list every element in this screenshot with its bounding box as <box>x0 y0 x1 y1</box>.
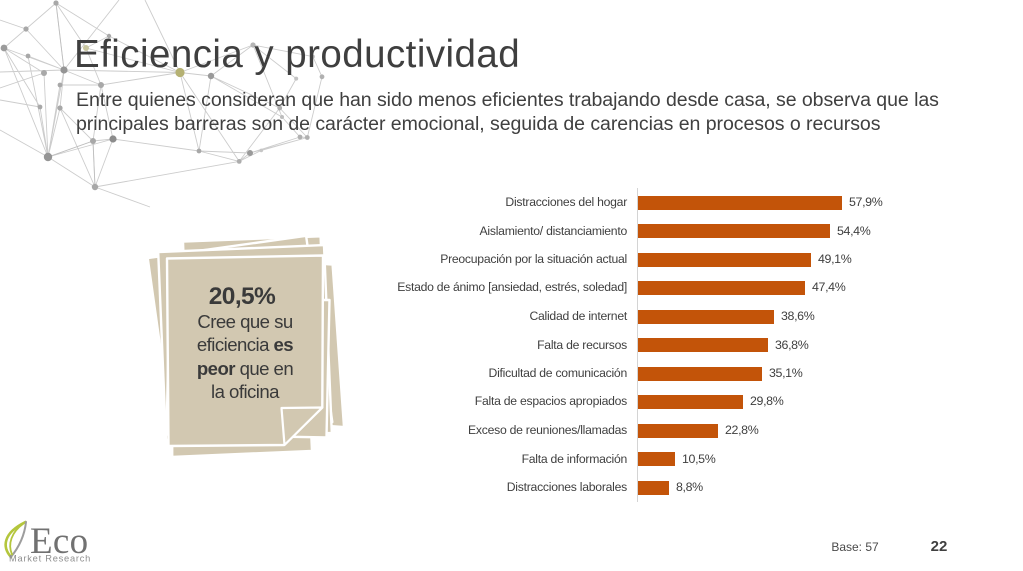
svg-text:Market Research: Market Research <box>9 554 91 564</box>
svg-text:Eco: Eco <box>30 521 88 562</box>
